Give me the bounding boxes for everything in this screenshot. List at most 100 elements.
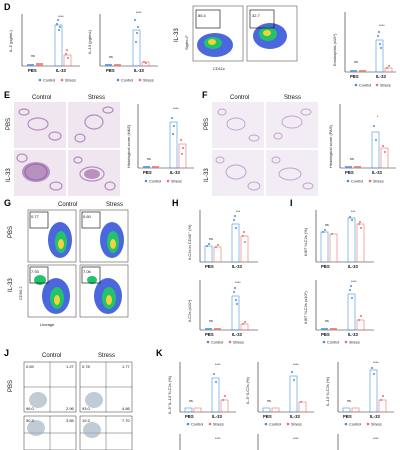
- h-chart-2-ylabel: ILC2s (x10⁴): [187, 299, 192, 322]
- k-lower-partial: **** **** ****: [179, 434, 379, 450]
- panel-label-e: E: [4, 90, 10, 100]
- g-col-stress: Stress: [106, 202, 123, 208]
- k-chart-2-sig-il33: ****: [293, 363, 299, 367]
- j-q3-ll: 19.3: [82, 418, 91, 423]
- h-chart-2-legend-stress: Stress: [233, 341, 244, 345]
- d-flow-siglec-label: Siglec-F: [184, 35, 189, 50]
- f-chart-group-il33: IL-33: [372, 170, 382, 175]
- panel-label-h: H: [172, 198, 179, 208]
- h-chart-1-sig-pbs: ns: [209, 237, 213, 241]
- i-chart-2-ylabel: KI67⁺ILC2s (x10⁴): [303, 291, 308, 324]
- g-row-il33: IL-33: [8, 278, 14, 292]
- f-histology-grid: Control Stress PBS IL-33: [204, 95, 318, 196]
- j-q3-ur: 3.85: [66, 418, 75, 423]
- j-q1-ur: 1.27: [66, 364, 75, 369]
- k-chart-2-group-pbs: PBS: [263, 414, 272, 419]
- e-histology-grid: Control Stress PBS IL-33: [6, 95, 120, 196]
- k-chart-3-group-pbs: PBS: [343, 414, 352, 419]
- k-chart-2-legend-control: Control: [269, 423, 281, 427]
- k-chart-3-sig-il33: ****: [373, 361, 379, 365]
- e-row-pbs: PBS: [6, 118, 12, 130]
- panel-label-d: D: [4, 2, 11, 12]
- j-col-stress: Stress: [98, 353, 115, 359]
- f-chart-legend-stress: Stress: [373, 180, 384, 184]
- k-chart-1: IL-5⁺IL-13⁺ILC2s (%) ns **** PBS IL-33 C…: [167, 362, 236, 427]
- h-chart-1-sig-il33: ***: [236, 210, 241, 214]
- j-q2-ur: 1.77: [122, 364, 131, 369]
- h-chart-2-sig-il33: ****: [235, 281, 241, 285]
- g-col-control: Control: [58, 202, 77, 208]
- d-chart-3-ylabel: Eosinophils (x10⁴): [332, 33, 337, 66]
- j-q1-lr: 2.96: [66, 406, 75, 411]
- k-chart-1-group-pbs: PBS: [185, 414, 194, 419]
- i-chart-2-legend-control: Control: [327, 341, 339, 345]
- g-x-axis: Lineage: [40, 322, 55, 327]
- d-chart-1-ylabel: IL-5 (pg/mL): [8, 30, 13, 52]
- j-col-control: Control: [42, 353, 61, 359]
- d-chart-3: Eosinophils (x10⁴) ns **** PBS IL-33 Con…: [332, 12, 396, 88]
- j-q3-ul: 50.3: [26, 418, 35, 423]
- d-flow-gate-1: 85.4: [198, 13, 207, 18]
- d-legend-control: Control: [43, 79, 55, 83]
- k-chart-2-legend-stress: Stress: [291, 423, 302, 427]
- d-chart-3-sig-il33: ****: [379, 24, 385, 28]
- k-chart-2: IL-5⁺ILC2s (%) ns **** PBS IL-33 Control…: [245, 362, 314, 427]
- g-gate-4: 7.06: [83, 269, 92, 274]
- i-chart-1-sig-pbs: ns: [325, 223, 329, 227]
- i-chart-1-sig-il33: ***: [351, 210, 356, 214]
- k-lower-sig-3: ****: [373, 437, 379, 441]
- h-chart-2-sig-pbs: ns: [209, 319, 213, 323]
- panel-label-g: G: [4, 198, 11, 208]
- f-chart-ylabel: Histological score (PAS): [328, 125, 333, 168]
- k-chart-1-legend-control: Control: [191, 423, 203, 427]
- i-chart-1: KI67⁺ILC2s (%) ns *** PBS IL-33: [303, 210, 374, 269]
- d-chart-3-group-il33: IL-33: [376, 74, 386, 79]
- f-col-stress: Stress: [284, 95, 301, 101]
- i-chart-2-group-il33: IL-33: [348, 332, 358, 337]
- k-chart-1-group-il33: IL-33: [212, 414, 222, 419]
- d-flow-row-label: IL-33: [174, 28, 180, 42]
- panel-label-j: J: [4, 348, 9, 358]
- d-chart-3-sig-pbs: ns: [354, 60, 358, 64]
- panel-label-i: I: [290, 198, 293, 208]
- g-row-pbs: PBS: [8, 226, 14, 238]
- k-chart-1-sig-il33: ****: [215, 363, 221, 367]
- panel-label-f: F: [202, 90, 208, 100]
- f-row-il33: IL-33: [204, 168, 210, 182]
- j-flow-grid: Control Stress PBS 0.69 1.27 96.0 2.96 0…: [8, 353, 133, 450]
- d-chart-2-group-il33: IL-33: [134, 68, 144, 73]
- e-chart-legend-stress: Stress: [171, 180, 182, 184]
- d-chart-1: IL-5 (pg/mL) ns **** PBS IL-33: [8, 14, 80, 73]
- f-chart: Histological score (PAS) ns * PBS IL-33 …: [328, 104, 396, 184]
- i-chart-2-group-pbs: PBS: [321, 332, 330, 337]
- d-chart-2-sig-il33: ****: [136, 11, 142, 15]
- d-chart-3-group-pbs: PBS: [350, 74, 359, 79]
- k-chart-3-group-il33: IL-33: [370, 414, 380, 419]
- e-chart-group-pbs: PBS: [143, 170, 152, 175]
- h-chart-2-legend-control: Control: [211, 341, 223, 345]
- i-chart-2-sig-pbs: ns: [325, 319, 329, 323]
- k-chart-3-legend-control: Control: [349, 423, 361, 427]
- k-chart-2-ylabel: IL-5⁺ILC2s (%): [245, 377, 250, 404]
- g-flow-grid: Control Stress PBS IL-33 CD90.2 0.77 0.6…: [8, 202, 129, 327]
- d-chart-1-sig-il33: ****: [58, 15, 64, 19]
- k-chart-1-ylabel: IL-5⁺IL-13⁺ILC2s (%): [167, 375, 172, 414]
- j-q1-ul: 0.69: [26, 364, 35, 369]
- d-chart-2-sig-pbs: ns: [109, 55, 113, 59]
- d-legend-stress: Stress: [65, 79, 76, 83]
- i-chart-1-group-pbs: PBS: [321, 264, 330, 269]
- j-q2-ll: 93.0: [82, 406, 91, 411]
- e-col-stress: Stress: [88, 95, 105, 101]
- d-chart-1-group-pbs: PBS: [28, 68, 37, 73]
- k-chart-3-legend-stress: Stress: [371, 423, 382, 427]
- e-row-il33: IL-33: [6, 168, 12, 182]
- j-q2-lr: 4.86: [122, 406, 131, 411]
- h-chart-2-group-pbs: PBS: [205, 332, 214, 337]
- e-col-control: Control: [32, 95, 51, 101]
- i-chart-1-ylabel: KI67⁺ILC2s (%): [303, 227, 308, 256]
- d-legend: Control Stress Control Stress: [38, 79, 154, 83]
- d-legend-stress-2: Stress: [143, 79, 154, 83]
- h-chart-1: ILC2s in CD45⁺ (%) ns *** PBS IL-33: [187, 210, 258, 269]
